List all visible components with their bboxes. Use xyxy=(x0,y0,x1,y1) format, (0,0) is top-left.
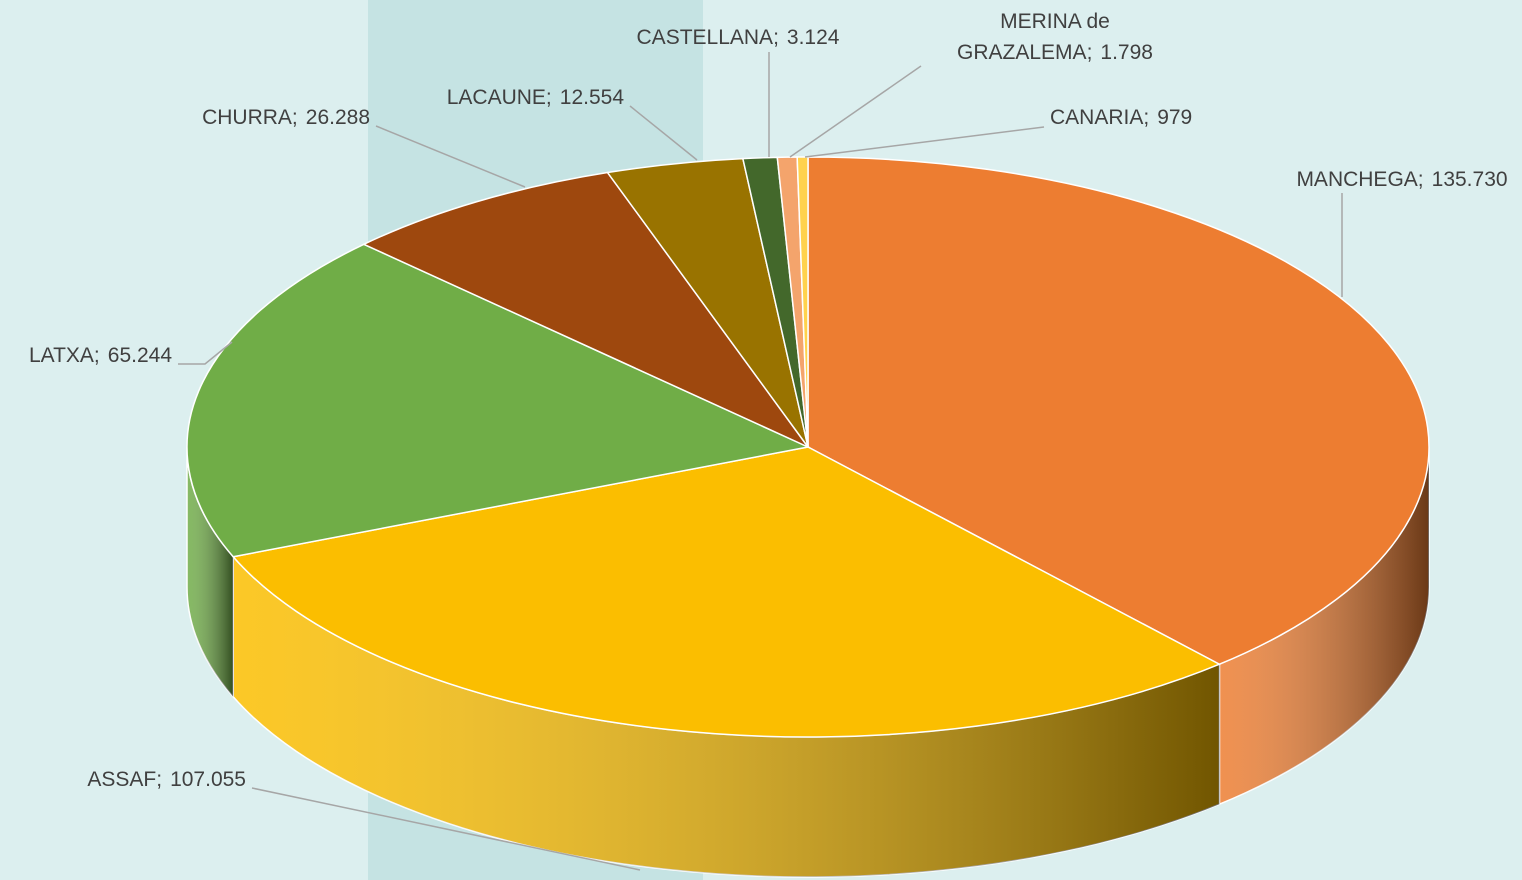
leader-line xyxy=(629,105,698,161)
value-label: 12.554 xyxy=(560,86,625,109)
slice-side-shade xyxy=(187,447,234,697)
label-separator: ; xyxy=(1087,41,1093,64)
slice-side-shade xyxy=(1219,447,1429,805)
slice xyxy=(231,446,1222,738)
data-labels: MANCHEGA; 135.730 ASSAF; 107.055 LATXA; 65.24… xyxy=(29,10,1508,871)
data-label: LACAUNE; 12.554 xyxy=(447,86,625,109)
value-label: 1.798 xyxy=(1100,41,1153,64)
value-label: 26.288 xyxy=(306,106,370,129)
value-label: 135.730 xyxy=(1432,168,1508,191)
category-label: LACAUNE xyxy=(447,86,546,109)
data-label: ASSAF; 107.055 xyxy=(87,768,246,791)
value-label: 65.244 xyxy=(108,344,173,367)
data-label: CHURRA; 26.288 xyxy=(202,106,370,129)
slice xyxy=(186,243,811,558)
label-separator: ; xyxy=(1418,168,1424,191)
label-separator: ; xyxy=(156,768,162,791)
data-label: CASTELLANA; 3.124 xyxy=(637,26,840,49)
leader-line xyxy=(375,125,526,188)
category-label: MANCHEGA xyxy=(1296,168,1417,191)
leader-line xyxy=(789,65,922,158)
data-label: MERINA de GRAZALEMA; 1.798 xyxy=(957,10,1153,64)
category-label: CHURRA xyxy=(202,106,292,129)
data-label: LATXA; 65.244 xyxy=(29,344,172,367)
slice xyxy=(807,156,1430,666)
pie-tops xyxy=(186,156,1430,738)
category-label-cont: GRAZALEMA xyxy=(957,41,1087,64)
category-label: CASTELLANA xyxy=(637,26,774,49)
value-label: 3.124 xyxy=(787,26,840,49)
label-separator: ; xyxy=(773,26,779,49)
slice xyxy=(362,171,811,449)
leader-line xyxy=(251,787,641,871)
label-separator: ; xyxy=(94,344,100,367)
slice-side-shade xyxy=(233,556,1220,877)
category-label: ASSAF xyxy=(87,768,156,791)
category-label: CANARIA xyxy=(1050,106,1143,129)
label-separator: ; xyxy=(292,106,298,129)
value-label: 107.055 xyxy=(170,768,246,791)
value-label: 979 xyxy=(1157,106,1192,129)
label-separator: ; xyxy=(546,86,552,109)
data-label: CANARIA; 979 xyxy=(1050,106,1192,129)
label-separator: ; xyxy=(1143,106,1149,129)
pie-sides xyxy=(186,446,1430,878)
category-label: MERINA de xyxy=(1000,10,1110,33)
data-label: MANCHEGA; 135.730 xyxy=(1296,168,1507,191)
leader-line xyxy=(804,126,1045,158)
category-label: LATXA xyxy=(29,344,94,367)
leader-line xyxy=(178,341,233,365)
